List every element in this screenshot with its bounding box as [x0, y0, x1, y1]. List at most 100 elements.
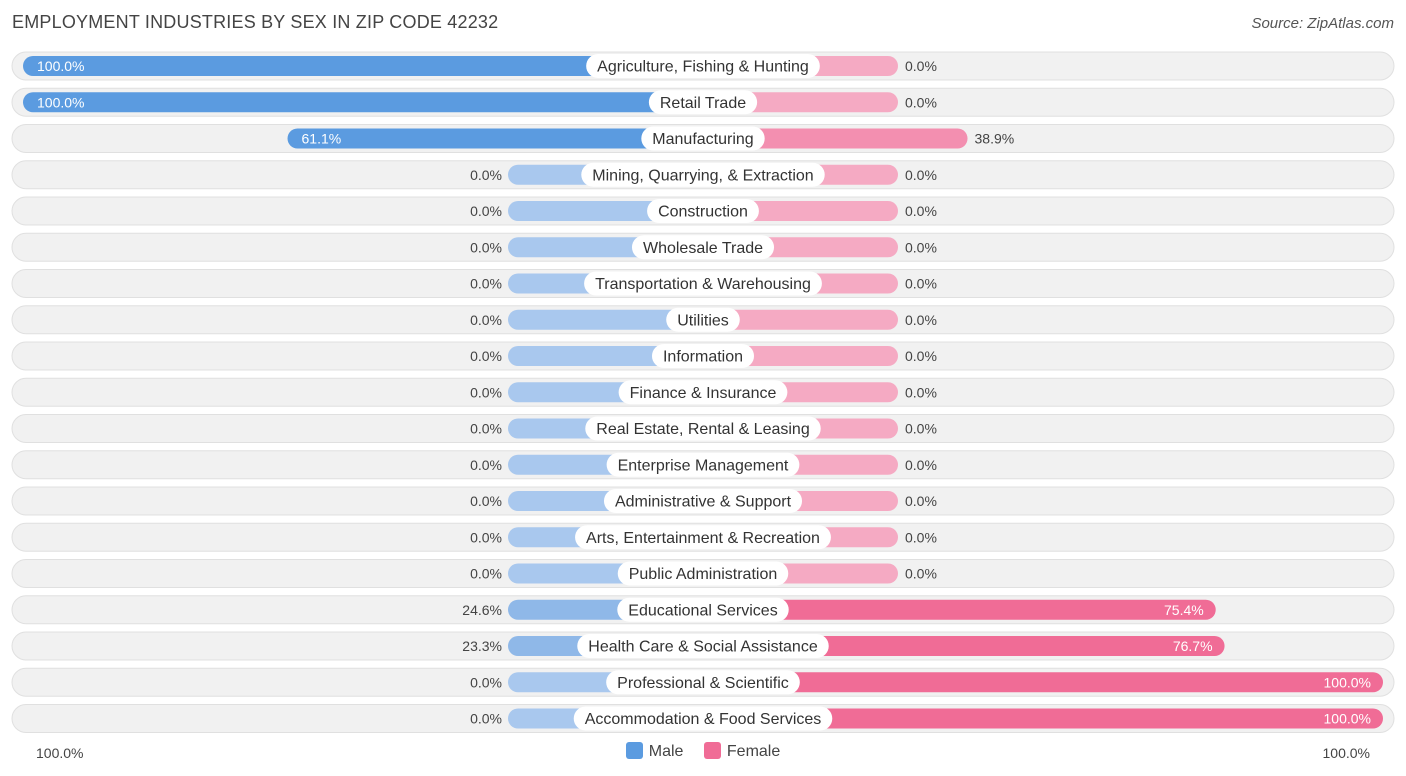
category-label-pill	[617, 597, 789, 622]
axis-left-label: 100.0%	[36, 745, 84, 761]
category-label: Mining, Quarrying, & Extraction	[592, 167, 813, 184]
data-label-male: 0.0%	[470, 529, 502, 545]
chart-row: 0.0% 0.0% Transportation & Warehousing	[11, 269, 1395, 298]
data-label-male: 0.0%	[470, 203, 502, 219]
category-label-pill	[603, 489, 803, 513]
bar-female[interactable]	[703, 672, 1383, 693]
data-label-male: 0.0%	[470, 276, 502, 292]
chart-row: 0.0% 0.0% Mining, Quarrying, & Extraction	[11, 160, 1395, 190]
bar-female[interactable]	[703, 708, 1383, 729]
chart-row: 0.0% 100.0% Professional & Scientific	[11, 667, 1395, 697]
chart-row: 0.0% 0.0% Administrative & Support	[11, 486, 1395, 516]
category-label-pill	[606, 452, 800, 477]
chart-row: 0.0% 0.0% Wholesale Trade	[11, 232, 1395, 262]
category-label-pill	[647, 199, 759, 223]
data-label-female: 0.0%	[905, 529, 937, 545]
bar-male[interactable]	[23, 56, 703, 76]
category-label: Arts, Entertainment & Recreation	[586, 530, 820, 547]
category-label-pill	[581, 162, 825, 187]
category-label-pill	[577, 634, 829, 658]
category-label: Utilities	[677, 312, 729, 329]
data-label-female: 0.0%	[905, 457, 937, 473]
data-label-male: 0.0%	[470, 457, 502, 473]
category-label: Construction	[658, 204, 748, 221]
category-label: Health Care & Social Assistance	[588, 639, 818, 656]
chart-row: 0.0% 0.0% Public Administration	[11, 559, 1395, 588]
chart-row: 0.0% 0.0% Construction	[11, 196, 1395, 226]
data-label-female: 0.0%	[905, 239, 937, 255]
data-label-male: 100.0%	[37, 94, 84, 110]
category-label-pill	[584, 271, 822, 296]
chart-source: Source: ZipAtlas.com	[1251, 15, 1394, 32]
chart-row: 0.0% 0.0% Utilities	[11, 305, 1395, 335]
bar-female[interactable]	[703, 309, 898, 330]
data-label-female: 0.0%	[905, 384, 937, 400]
data-label-male: 61.1%	[302, 131, 342, 147]
chart-row: 61.1% 38.9% Manufacturing	[11, 124, 1395, 153]
legend-swatch-male	[625, 742, 643, 759]
data-label-female: 0.0%	[905, 493, 937, 509]
chart-row: 0.0% 0.0% Enterprise Management	[11, 450, 1395, 480]
data-label-female: 0.0%	[905, 276, 937, 292]
data-label-male: 0.0%	[470, 239, 502, 255]
diverging-bar-chart: 100.0% 0.0% Agriculture, Fishing & Hunting…	[11, 51, 1395, 733]
category-label: Transportation & Warehousing	[595, 276, 811, 293]
data-label-male: 0.0%	[470, 711, 502, 727]
data-label-male: 0.0%	[470, 384, 502, 400]
data-label-female: 0.0%	[905, 348, 937, 364]
data-label-male: 23.3%	[462, 638, 502, 654]
bar-male[interactable]	[23, 92, 703, 113]
chart-row: 100.0% 0.0% Retail Trade	[11, 87, 1395, 117]
chart-row: 23.3% 76.7% Health Care & Social Assistanc…	[11, 631, 1395, 661]
data-label-male: 0.0%	[470, 493, 502, 509]
category-label-pill	[575, 525, 831, 550]
data-label-female: 0.0%	[905, 566, 937, 582]
data-label-female: 0.0%	[905, 167, 937, 183]
data-label-female: 0.0%	[905, 203, 937, 219]
legend-item-female[interactable]: Female	[703, 742, 781, 761]
bar-male[interactable]	[508, 309, 703, 330]
bar-female[interactable]	[703, 599, 1216, 620]
category-label-pill	[573, 706, 833, 731]
data-label-male: 0.0%	[470, 167, 502, 183]
data-label-female: 76.7%	[1173, 638, 1213, 654]
chart-legend: Male Female	[0, 742, 1406, 761]
category-label: Information	[663, 349, 743, 366]
chart-row: 0.0% 100.0% Accommodation & Food Services	[11, 704, 1395, 733]
category-label-pill	[651, 344, 755, 368]
data-label-male: 0.0%	[470, 566, 502, 582]
category-label: Professional & Scientific	[617, 675, 789, 692]
category-label-pill	[617, 561, 789, 586]
chart-row: 0.0% 0.0% Information	[11, 341, 1395, 371]
chart-row: 100.0% 0.0% Agriculture, Fishing & Hunting	[11, 51, 1395, 81]
chart-title: EMPLOYMENT INDUSTRIES BY SEX IN ZIP CODE…	[12, 12, 499, 32]
data-label-male: 0.0%	[470, 348, 502, 364]
data-label-female: 75.4%	[1164, 602, 1204, 618]
category-label: Real Estate, Rental & Leasing	[596, 421, 809, 438]
chart-row: 0.0% 0.0% Arts, Entertainment & Recreation	[11, 522, 1395, 552]
bar-female[interactable]	[703, 636, 1225, 656]
category-label-pill	[606, 670, 800, 695]
category-label: Finance & Insurance	[630, 385, 777, 402]
category-label-pill	[631, 235, 775, 260]
category-label-pill	[666, 307, 740, 332]
bar-female[interactable]	[703, 128, 968, 149]
chart-row: 0.0% 0.0% Real Estate, Rental & Leasing	[11, 414, 1395, 443]
data-label-female: 0.0%	[905, 94, 937, 110]
data-label-male: 0.0%	[470, 421, 502, 437]
category-label: Wholesale Trade	[643, 240, 763, 257]
data-label-female: 0.0%	[905, 312, 937, 328]
legend-label-male: Male	[648, 743, 684, 760]
category-label: Educational Services	[628, 602, 777, 619]
bar-male[interactable]	[287, 128, 703, 149]
legend-label-female: Female	[726, 743, 781, 760]
legend-item-male[interactable]: Male	[625, 742, 684, 761]
data-label-female: 0.0%	[905, 58, 937, 74]
category-label-pill	[586, 54, 820, 78]
category-label-pill	[641, 126, 765, 151]
data-label-female: 100.0%	[1324, 711, 1371, 727]
category-label: Manufacturing	[652, 131, 753, 148]
data-label-female: 100.0%	[1324, 674, 1371, 690]
data-label-male: 0.0%	[470, 674, 502, 690]
category-label: Public Administration	[629, 566, 778, 583]
